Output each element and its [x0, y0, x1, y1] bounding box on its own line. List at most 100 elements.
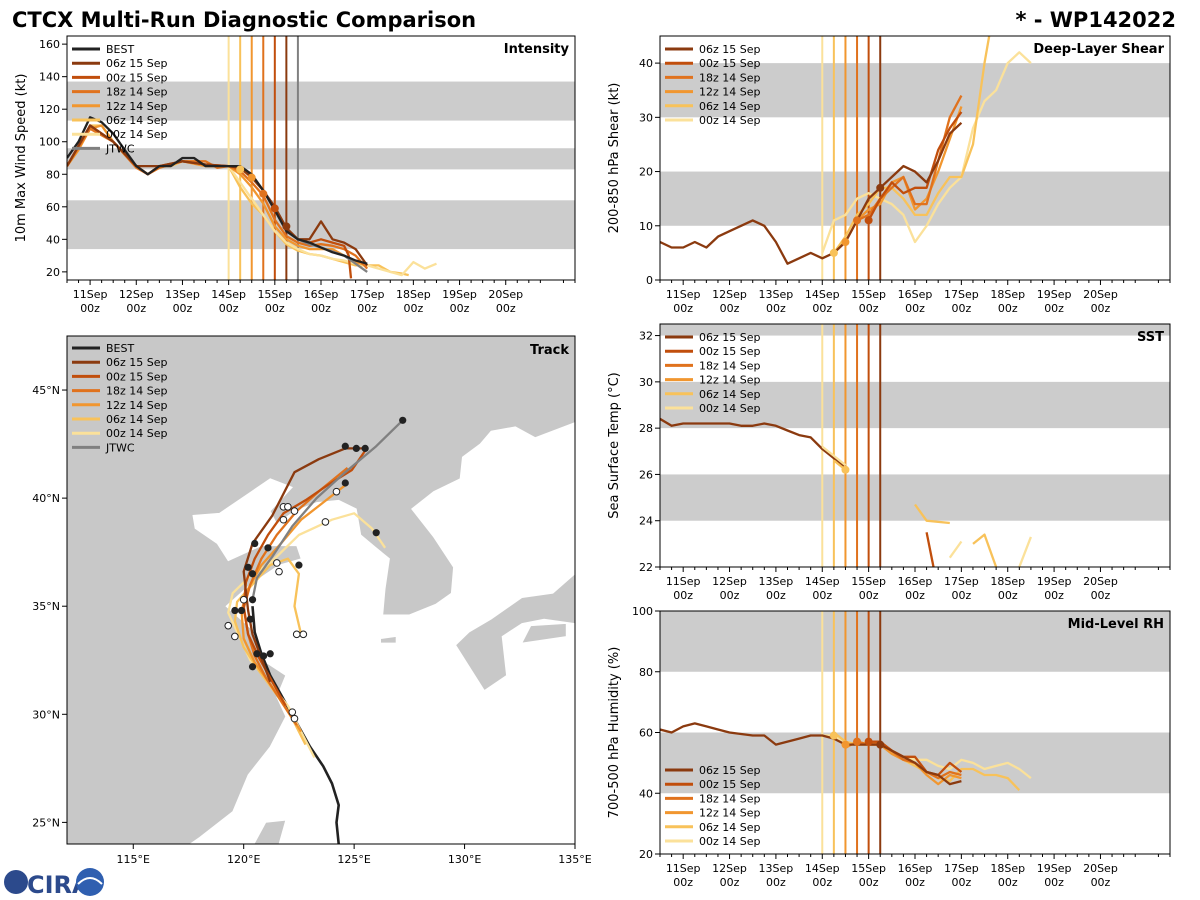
shear-xtick-line: 14Sep — [805, 288, 840, 301]
shear-ytick-label: 20 — [639, 166, 653, 179]
rh-xtick-line: 00z — [673, 876, 693, 889]
track-frame — [66, 335, 576, 845]
sst-ylabel: Sea Surface Temp (°C) — [607, 372, 622, 519]
intensity-xtick-line: 14Sep — [211, 288, 246, 301]
track-lat-label: 30°N — [32, 708, 60, 721]
sst-xtick-line: 20Sep — [1083, 575, 1118, 588]
sst-band — [660, 324, 1170, 336]
land-shikoku — [521, 623, 567, 644]
shear-band — [660, 171, 1170, 226]
sst-xtick-line: 00z — [812, 589, 832, 602]
track-lat-label: 45°N — [32, 384, 60, 397]
rh-xtick-line: 19Sep — [1037, 862, 1072, 875]
shear-xtick-line: 19Sep — [1037, 288, 1072, 301]
shear-xtick-label: 20Sep 00z — [1083, 288, 1118, 315]
cira-logo-swirl-icon — [4, 870, 28, 894]
track-legend-label: JTWC — [105, 441, 135, 454]
track-legend-label: 00z 15 Sep — [106, 370, 168, 383]
intensity-series-line — [227, 165, 437, 277]
sst-xtick-line: 13Sep — [759, 575, 794, 588]
shear-xtick-line: 00z — [905, 302, 925, 315]
track-lon-label: 135°E — [558, 853, 591, 866]
intensity-legend-label: 00z 14 Sep — [106, 128, 168, 141]
storm-id: * - WP142022 — [1015, 8, 1176, 32]
intensity-xtick-line: 00z — [357, 302, 377, 315]
track-lat-label: 25°N — [32, 816, 60, 829]
track-position-dot — [231, 606, 239, 615]
shear-xtick-label: 17Sep 00z — [944, 288, 979, 315]
sst-xtick-line: 15Sep — [851, 575, 886, 588]
intensity-ytick-label: 20 — [46, 266, 60, 279]
intensity-band — [67, 200, 575, 250]
shear-xtick-line: 17Sep — [944, 288, 979, 301]
track-lon-label: 130°E — [448, 853, 481, 866]
land-asia — [67, 336, 575, 844]
shear-ylabel: 200-850 hPa Shear (kt) — [607, 83, 622, 234]
intensity-xtick-line: 12Sep — [119, 288, 154, 301]
rh-band — [660, 611, 1170, 672]
rh-xtick-line: 00z — [859, 876, 879, 889]
shear-legend-label: 06z 14 Sep — [699, 100, 761, 113]
sst-xtick-line: 00z — [1091, 589, 1111, 602]
track-position-open-dot — [279, 515, 288, 524]
sst-plot-area — [660, 324, 1170, 567]
rh-series-line — [856, 740, 962, 780]
rh-legend-label: 00z 14 Sep — [699, 835, 761, 848]
intensity-init-marker — [247, 173, 256, 182]
track-legend-label: 00z 14 Sep — [106, 427, 168, 440]
intensity-title: Intensity — [504, 42, 570, 57]
sst-ytick-label: 28 — [639, 422, 653, 435]
track-position-open-dot — [284, 502, 292, 511]
sst-xtick-line: 11Sep — [666, 575, 701, 588]
shear-xtick-label: 12Sep 00z — [712, 288, 747, 315]
intensity-init-marker — [270, 204, 279, 213]
intensity-xtick-label: 18Sep 00z — [396, 288, 431, 315]
shear-xtick-line: 18Sep — [990, 288, 1025, 301]
shear-xtick-line: 00z — [859, 302, 879, 315]
track-lat-label: 35°N — [32, 600, 60, 613]
track-legend-label: 18z 14 Sep — [106, 385, 168, 398]
track-position-dot — [251, 539, 259, 548]
intensity-xtick-label: 19Sep 00z — [442, 288, 477, 315]
rh-xtick-line: 12Sep — [712, 862, 747, 875]
shear-xtick-label: 13Sep 00z — [759, 288, 794, 315]
rh-xtick-line: 14Sep — [805, 862, 840, 875]
track-map-area — [67, 336, 575, 844]
rh-xtick-line: 20Sep — [1083, 862, 1118, 875]
cira-logo-globe-icon — [76, 868, 104, 896]
rh-ytick-label: 80 — [639, 666, 653, 679]
intensity-init-marker — [259, 189, 268, 198]
track-legend-label: 12z 14 Sep — [106, 399, 168, 412]
intensity-xtick-line: 00z — [219, 302, 239, 315]
rh-xtick-label: 15Sep 00z — [851, 862, 886, 889]
intensity-ytick-label: 100 — [39, 136, 60, 149]
shear-legend-label: 06z 15 Sep — [699, 43, 761, 56]
intensity-xtick-line: 00z — [173, 302, 193, 315]
sst-legend-label: 18z 14 Sep — [699, 359, 761, 372]
shear-ytick-label: 30 — [639, 111, 653, 124]
cira-logo-globe-arc — [77, 877, 103, 885]
shear-xtick-line: 00z — [998, 302, 1018, 315]
rh-xtick-label: 14Sep 00z — [805, 862, 840, 889]
track-position-dot — [399, 416, 407, 424]
intensity-ytick-label: 140 — [39, 71, 60, 84]
sst-xtick-line: 00z — [720, 589, 740, 602]
shear-band — [660, 63, 1170, 118]
shear-legend-label: 00z 15 Sep — [699, 57, 761, 70]
sst-band — [660, 381, 1170, 429]
sst-xtick-line: 18Sep — [990, 575, 1025, 588]
shear-xtick-line: 00z — [720, 302, 740, 315]
rh-legend-label: 00z 15 Sep — [699, 778, 761, 791]
shear-xtick-line: 00z — [766, 302, 786, 315]
rh-xtick-line: 00z — [1044, 876, 1064, 889]
rh-xtick-line: 18Sep — [990, 862, 1025, 875]
sst-series-line — [925, 532, 935, 567]
intensity-ylabel: 10m Max Wind Speed (kt) — [14, 74, 29, 243]
sst-xtick-line: 16Sep — [898, 575, 933, 588]
rh-xtick-label: 11Sep 00z — [666, 862, 701, 889]
intensity-xtick-line: 13Sep — [165, 288, 200, 301]
shear-legend-label: 18z 14 Sep — [699, 71, 761, 84]
track-title: Track — [530, 343, 569, 358]
